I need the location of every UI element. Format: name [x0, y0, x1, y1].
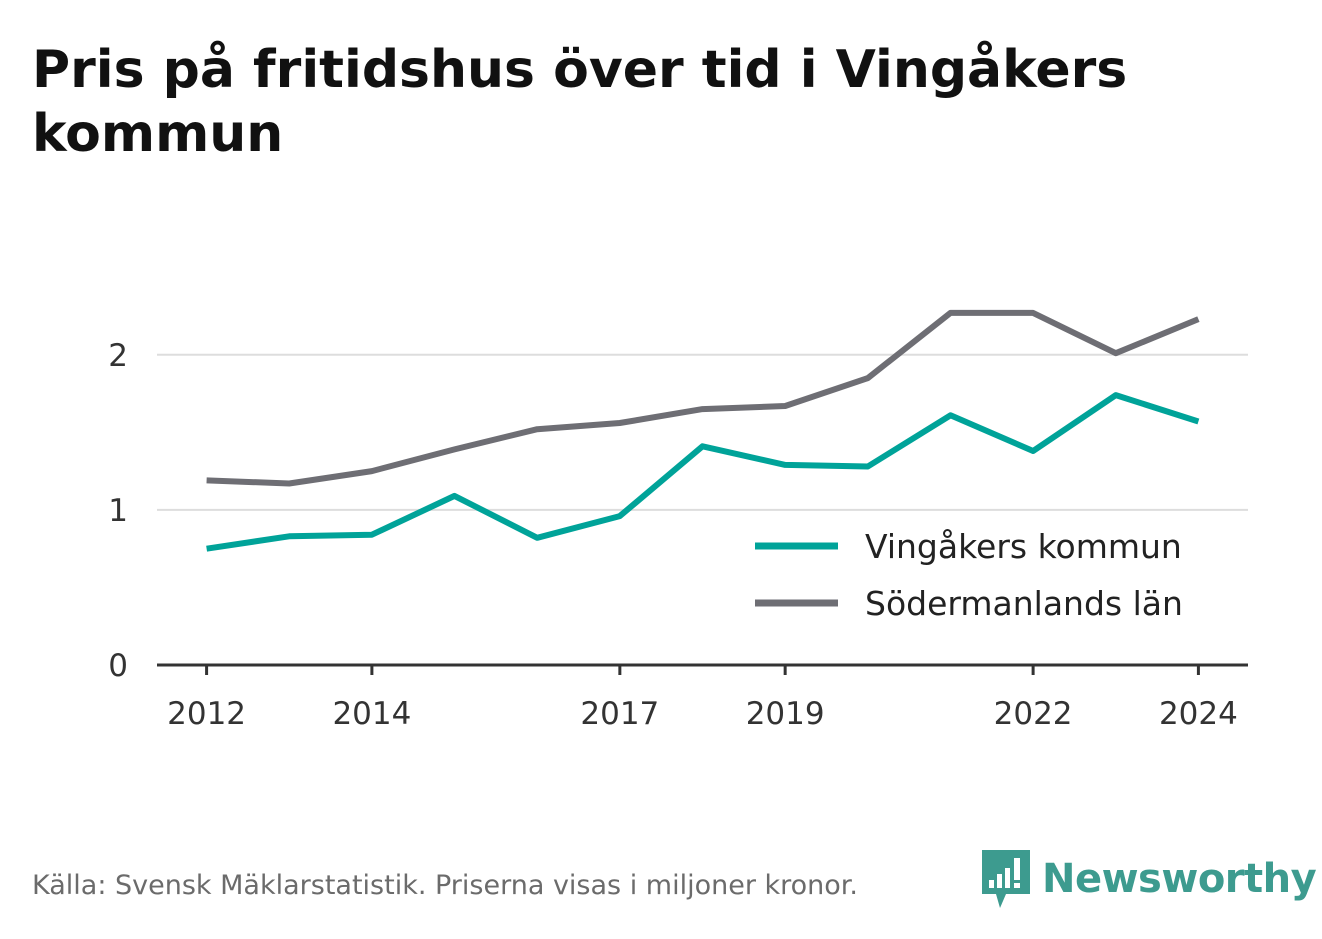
series-line-vingakers — [206, 392, 1200, 552]
source-note: Källa: Svensk Mäklarstatistik. Priserna … — [32, 870, 859, 901]
y-tick-label: 1 — [108, 493, 128, 529]
y-axis: 0 1 2 — [108, 338, 128, 684]
series-lines — [206, 309, 1200, 552]
legend-background — [742, 522, 1222, 640]
x-tick-label: 2014 — [332, 696, 411, 732]
x-tick-label: 2017 — [580, 696, 659, 732]
legend-label: Södermanlands län — [865, 584, 1183, 623]
x-axis: 2012 2014 2017 2019 2022 2024 — [157, 663, 1248, 732]
y-tick-label: 0 — [108, 648, 128, 684]
x-tick-label: 2019 — [746, 696, 825, 732]
brand-name: Newsworthy — [1042, 856, 1317, 902]
y-tick-label: 2 — [108, 338, 128, 374]
brand-logo: Newsworthy — [982, 850, 1317, 908]
legend: Vingåkers kommun Södermanlands län — [742, 522, 1222, 640]
x-tick-label: 2024 — [1159, 696, 1238, 732]
chart-title: Pris på fritidshus över tid i Vingåkers … — [32, 40, 1128, 164]
x-tick-label: 2022 — [994, 696, 1073, 732]
x-tick-label: 2012 — [167, 696, 246, 732]
bar-chart-bubble-icon — [982, 850, 1030, 908]
grid-lines — [157, 353, 1248, 511]
legend-label: Vingåkers kommun — [865, 527, 1182, 566]
series-line-sodermanland — [206, 309, 1200, 487]
